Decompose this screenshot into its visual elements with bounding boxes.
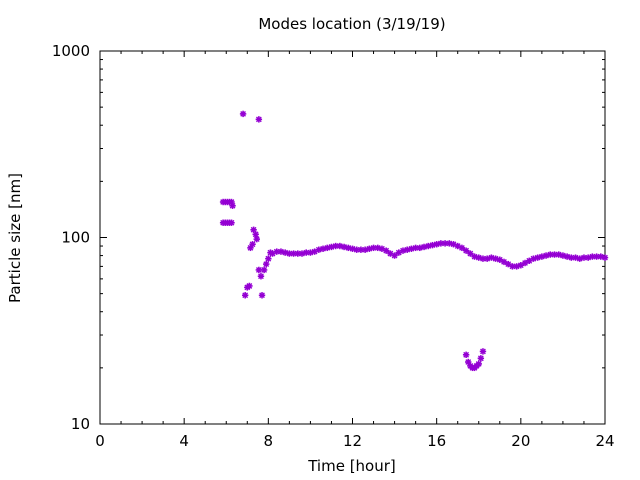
data-point [467,250,474,257]
data-point [273,248,280,255]
y-tick-label: 1000 [52,42,90,60]
data-point [568,254,575,261]
data-point [441,240,449,247]
data-point [404,246,411,253]
axes-layer: 0 4 8 12 16 20 24 10 100 1000 [52,42,615,450]
data-point [239,110,247,118]
data-point [241,292,249,299]
data-point [263,260,270,268]
x-axis-title: Time [hour] [307,457,396,475]
x-tick-label: 20 [511,432,530,450]
data-point [249,241,256,248]
data-point [462,351,470,358]
x-tick-label: 12 [343,432,362,450]
x-tick-label: 8 [264,432,274,450]
data-point [229,202,236,209]
data-point [601,254,609,261]
x-tick-label: 0 [95,432,105,450]
data-point [458,244,466,252]
data-point [584,254,592,261]
x-tick-label: 24 [595,432,614,450]
data-point [462,247,470,254]
data-point [260,266,268,274]
y-axis-title: Particle size [nm] [6,173,24,303]
chart-title: Modes location (3/19/19) [258,15,445,33]
data-point [246,282,253,290]
data-points-layer [219,110,609,372]
data-point [303,249,310,256]
y-tick-label: 10 [71,415,90,433]
data-point [408,245,415,252]
data-point [475,360,482,368]
y-tick-label: 100 [61,229,90,247]
data-point [551,251,558,258]
data-point [555,251,562,258]
data-point [290,250,297,257]
plot-frame [99,50,606,425]
data-point [340,243,348,251]
data-point [252,231,259,238]
data-point [416,244,424,252]
data-point [255,116,263,123]
x-tick-label: 16 [427,432,446,450]
data-point [477,355,485,362]
data-point [257,273,265,280]
data-point [563,253,571,260]
data-point [580,254,588,261]
data-point [253,235,260,243]
data-point [265,255,272,262]
data-point [391,252,398,259]
data-point [336,242,344,250]
x-tick-label: 4 [179,432,189,450]
data-point [258,292,266,299]
data-point [307,249,314,256]
data-point [479,348,487,355]
data-point [382,247,390,254]
data-point [228,219,235,226]
